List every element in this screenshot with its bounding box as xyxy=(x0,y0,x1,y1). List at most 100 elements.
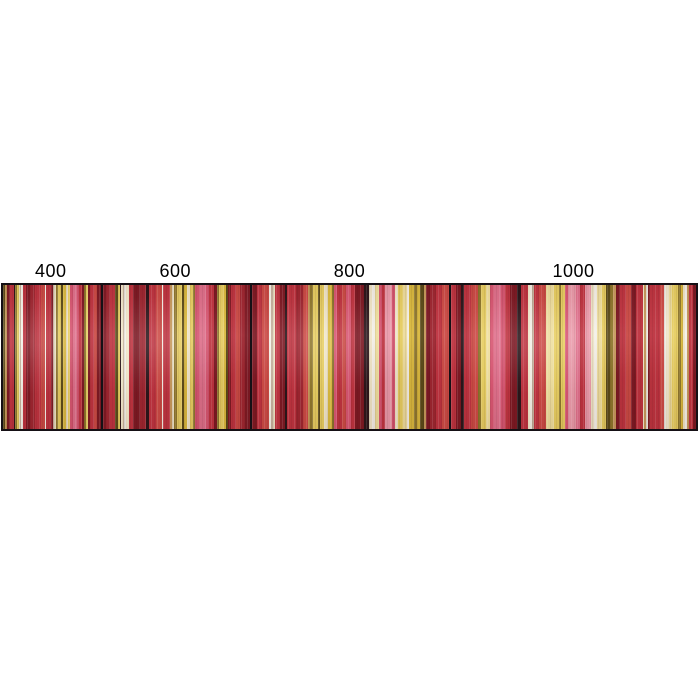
texture-stripe xyxy=(6,285,10,429)
texture-stripe xyxy=(139,285,147,429)
texture-stripe xyxy=(313,285,318,429)
texture-stripe xyxy=(58,285,62,429)
texture-stripe xyxy=(663,285,666,429)
texture-stripe xyxy=(385,285,392,429)
texture-stripe xyxy=(273,285,276,429)
texture-stripe xyxy=(409,285,414,429)
texture-stripe xyxy=(63,285,67,429)
texture-stripe xyxy=(613,285,617,429)
texture-stripe xyxy=(391,285,396,429)
texture-stripe xyxy=(501,285,506,429)
texture-stripe xyxy=(126,285,129,429)
texture-stripe xyxy=(324,285,328,429)
texture-stripe xyxy=(685,285,688,429)
texture-stripe xyxy=(590,285,594,429)
texture-stripe xyxy=(20,285,22,429)
texture-stripe xyxy=(302,285,308,429)
texture-stripe xyxy=(610,285,614,429)
texture-stripe xyxy=(489,285,495,429)
texture-panel-800 xyxy=(250,283,451,431)
texture-stripe xyxy=(687,285,690,429)
texture-stripe xyxy=(124,285,127,429)
texture-stripe xyxy=(285,285,288,429)
texture-stripe xyxy=(620,285,626,429)
texture-stripe xyxy=(576,285,581,429)
texture-stripe xyxy=(21,285,24,429)
texture-stripe xyxy=(346,285,351,429)
texture-stripe xyxy=(120,285,124,429)
texture-stripe xyxy=(534,285,540,429)
texture-stripe xyxy=(40,285,45,429)
texture-stripe xyxy=(553,285,559,429)
texture-stripe xyxy=(423,285,426,429)
texture-stripe xyxy=(337,285,342,429)
texture-stripe xyxy=(435,285,443,429)
texture-stripe xyxy=(44,285,46,429)
texture-stripe xyxy=(693,285,696,429)
texture-stripe xyxy=(94,285,98,429)
texture-stripe xyxy=(505,285,511,429)
panel-label-cell-600: 600 xyxy=(101,258,250,280)
texture-stripe xyxy=(382,285,386,429)
texture-stripe xyxy=(52,285,55,429)
texture-stripe xyxy=(644,285,647,429)
texture-stripe xyxy=(671,285,678,429)
texture-stripe xyxy=(88,285,91,429)
texture-stripe xyxy=(407,285,410,429)
texture-stripe xyxy=(606,285,611,429)
texture-stripe xyxy=(402,285,408,429)
texture-stripe xyxy=(630,285,636,429)
texture-stripe xyxy=(72,285,77,429)
texture-stripe xyxy=(683,285,686,429)
texture-stripe xyxy=(310,285,314,429)
texture-stripe xyxy=(184,285,188,429)
texture-stripe xyxy=(317,285,320,429)
texture-stripe xyxy=(395,285,399,429)
texture-stripe xyxy=(171,285,175,429)
texture-stripe xyxy=(689,285,694,429)
texture-stripe xyxy=(217,285,220,429)
texture-stripe xyxy=(195,285,200,429)
texture-stripe xyxy=(616,285,621,429)
texture-stripe xyxy=(450,285,457,429)
texture-stripe xyxy=(650,285,661,429)
texture-stripe xyxy=(97,285,102,429)
texture-stripe xyxy=(646,285,649,429)
panel-label-cell-1000: 1000 xyxy=(449,258,698,280)
texture-stripe xyxy=(320,285,325,429)
texture-stripe xyxy=(485,285,490,429)
texture-stripe xyxy=(256,285,263,429)
texture-stripe xyxy=(56,285,59,429)
texture-stripe xyxy=(189,285,193,429)
texture-stripe xyxy=(50,285,53,429)
texture-stripe xyxy=(593,285,597,429)
texture-stripe xyxy=(156,285,162,429)
texture-stripe xyxy=(660,285,664,429)
texture-stripe xyxy=(546,285,554,429)
texture-stripe xyxy=(30,285,36,429)
texture-stripe xyxy=(146,285,149,429)
texture-stripe xyxy=(16,285,19,429)
texture-stripe xyxy=(219,285,224,429)
texture-stripe xyxy=(244,285,251,429)
texture-stripe xyxy=(642,285,645,429)
texture-stripe xyxy=(119,285,121,429)
texture-panel-400 xyxy=(1,283,104,431)
texture-stripe xyxy=(187,285,190,429)
texture-stripe xyxy=(109,285,116,429)
texture-stripe xyxy=(174,285,178,429)
texture-stripe xyxy=(625,285,631,429)
texture-stripe xyxy=(331,285,335,429)
texture-stripe xyxy=(90,285,95,429)
texture-stripe xyxy=(585,285,591,429)
panel-size-label: 600 xyxy=(159,261,192,281)
texture-stripe xyxy=(85,285,89,429)
texture-stripe xyxy=(369,285,373,429)
texture-stripe xyxy=(558,285,561,429)
texture-panel-600 xyxy=(101,283,253,431)
texture-stripe xyxy=(162,285,170,429)
texture-stripe xyxy=(123,285,125,429)
texture-stripe xyxy=(560,285,565,429)
texture-stripe xyxy=(45,285,51,429)
texture-stripe xyxy=(279,285,286,429)
